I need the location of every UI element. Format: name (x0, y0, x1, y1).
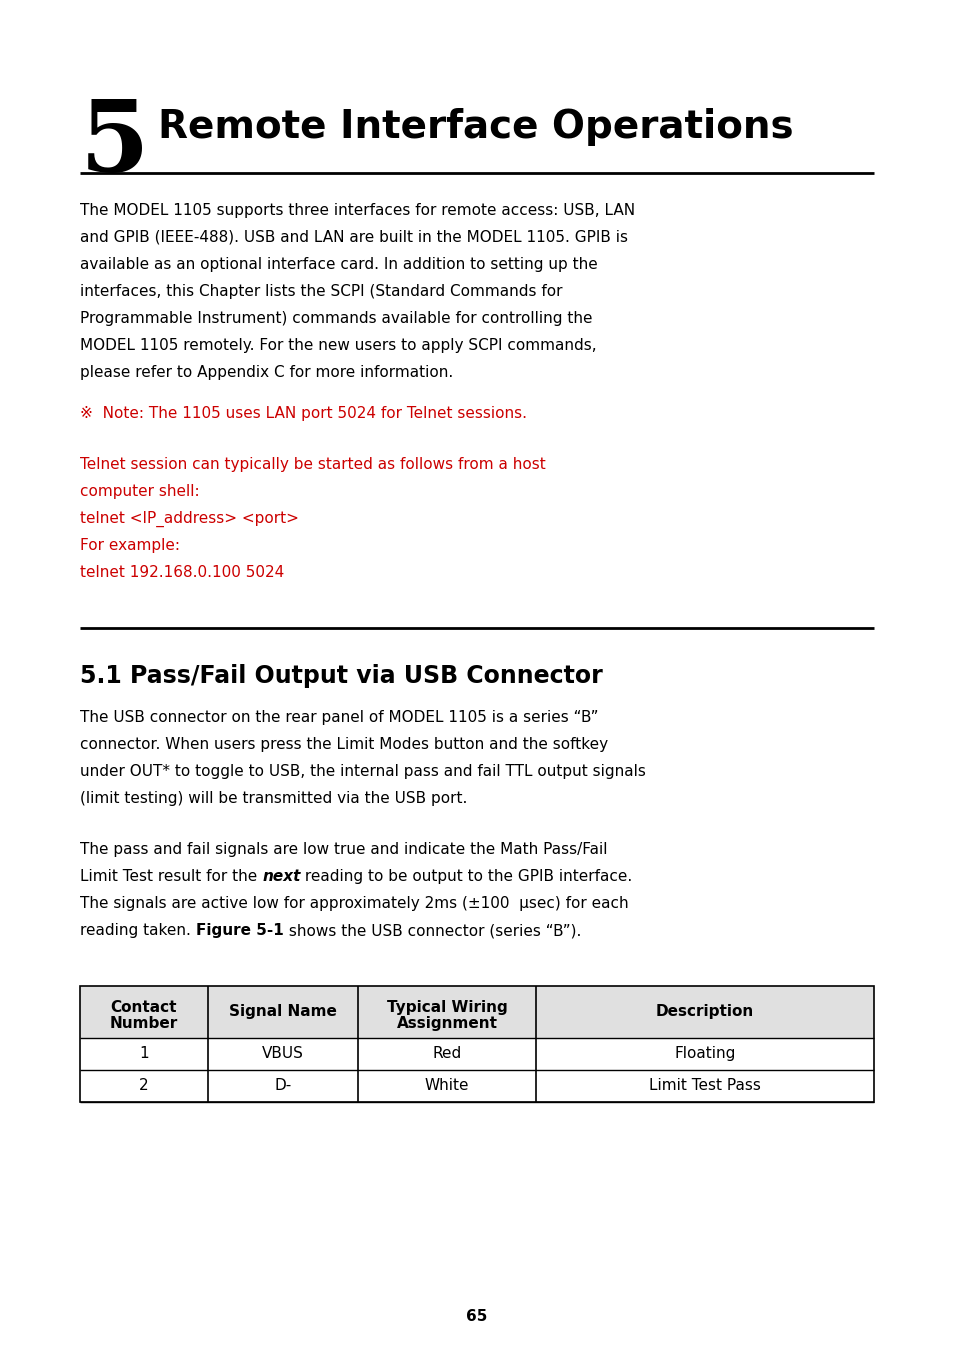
Text: VBUS: VBUS (262, 1046, 304, 1061)
Text: 1: 1 (139, 1046, 149, 1061)
Text: Red: Red (432, 1046, 461, 1061)
Text: The signals are active low for approximately 2ms (±100  μsec) for each: The signals are active low for approxima… (80, 896, 628, 911)
Text: Programmable Instrument) commands available for controlling the: Programmable Instrument) commands availa… (80, 311, 592, 326)
Text: Figure 5-1: Figure 5-1 (195, 923, 283, 938)
Text: ※  Note: The 1105 uses LAN port 5024 for Telnet sessions.: ※ Note: The 1105 uses LAN port 5024 for … (80, 407, 526, 422)
Text: The MODEL 1105 supports three interfaces for remote access: USB, LAN: The MODEL 1105 supports three interfaces… (80, 203, 635, 218)
Text: telnet <IP_address> <port>: telnet <IP_address> <port> (80, 511, 298, 527)
Text: D-: D- (274, 1078, 292, 1093)
Text: Floating: Floating (674, 1046, 735, 1061)
Text: and GPIB (IEEE-488). USB and LAN are built in the MODEL 1105. GPIB is: and GPIB (IEEE-488). USB and LAN are bui… (80, 230, 627, 245)
Text: connector. When users press the Limit Modes button and the softkey: connector. When users press the Limit Mo… (80, 738, 607, 753)
Bar (80, 986, 873, 1102)
Text: 5.1 Pass/Fail Output via USB Connector: 5.1 Pass/Fail Output via USB Connector (80, 663, 602, 688)
Text: shows the USB connector (series “B”).: shows the USB connector (series “B”). (283, 923, 580, 938)
Text: The USB connector on the rear panel of MODEL 1105 is a series “B”: The USB connector on the rear panel of M… (80, 711, 598, 725)
Text: Typical Wiring: Typical Wiring (386, 1000, 507, 1015)
Text: please refer to Appendix C for more information.: please refer to Appendix C for more info… (80, 365, 453, 380)
Text: Limit Test Pass: Limit Test Pass (648, 1078, 760, 1093)
Text: Signal Name: Signal Name (229, 1004, 336, 1019)
Text: (limit testing) will be transmitted via the USB port.: (limit testing) will be transmitted via … (80, 790, 467, 807)
Text: Limit Test result for the: Limit Test result for the (80, 869, 262, 884)
Text: The pass and fail signals are low true and indicate the Math Pass/Fail: The pass and fail signals are low true a… (80, 842, 607, 857)
Bar (80, 986, 873, 1038)
Text: Remote Interface Operations: Remote Interface Operations (158, 108, 793, 146)
Text: 65: 65 (466, 1309, 487, 1324)
Text: under OUT* to toggle to USB, the internal pass and fail TTL output signals: under OUT* to toggle to USB, the interna… (80, 765, 645, 780)
Text: reading taken.: reading taken. (80, 923, 195, 938)
Text: computer shell:: computer shell: (80, 484, 199, 499)
Text: For example:: For example: (80, 538, 180, 553)
Text: reading to be output to the GPIB interface.: reading to be output to the GPIB interfa… (300, 869, 632, 884)
Text: Assignment: Assignment (396, 1016, 497, 1031)
Text: 2: 2 (139, 1078, 149, 1093)
Text: MODEL 1105 remotely. For the new users to apply SCPI commands,: MODEL 1105 remotely. For the new users t… (80, 338, 596, 353)
Text: Description: Description (655, 1004, 753, 1019)
Text: White: White (424, 1078, 469, 1093)
Text: Contact: Contact (111, 1000, 177, 1015)
Text: interfaces, this Chapter lists the SCPI (Standard Commands for: interfaces, this Chapter lists the SCPI … (80, 284, 562, 299)
Text: available as an optional interface card. In addition to setting up the: available as an optional interface card.… (80, 257, 598, 272)
Text: Telnet session can typically be started as follows from a host: Telnet session can typically be started … (80, 457, 545, 471)
Text: telnet 192.168.0.100 5024: telnet 192.168.0.100 5024 (80, 565, 284, 580)
Text: Number: Number (110, 1016, 178, 1031)
Text: 5: 5 (80, 96, 150, 193)
Text: next: next (262, 869, 300, 884)
